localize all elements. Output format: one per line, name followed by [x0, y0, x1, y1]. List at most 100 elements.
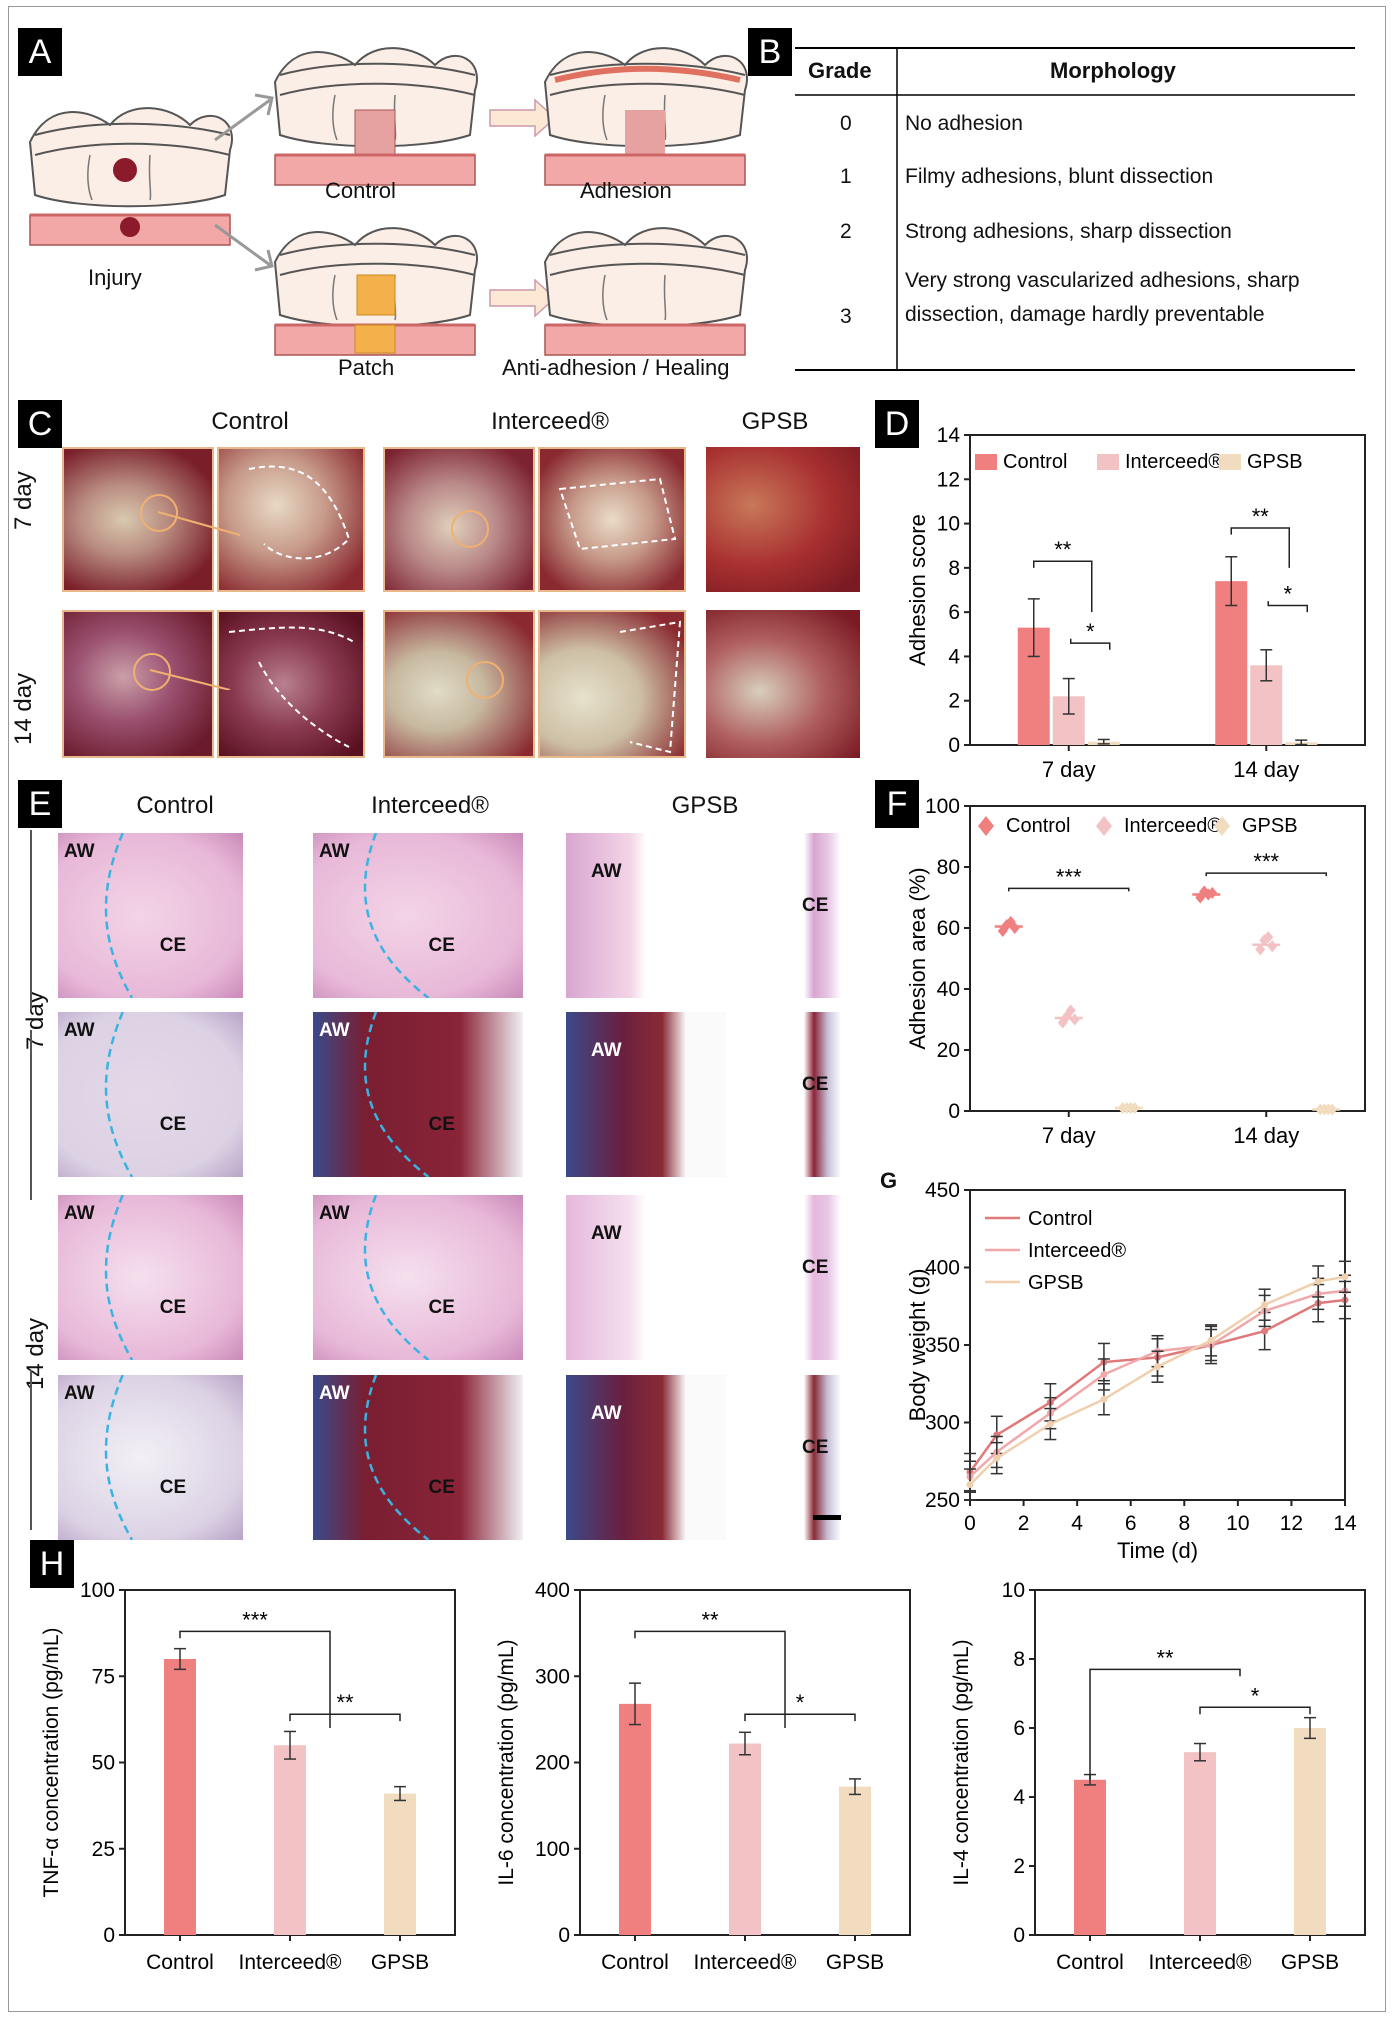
label-ce: CE	[428, 935, 455, 957]
table-text-0: No adhesion	[905, 112, 1023, 135]
figure-frame	[8, 6, 1386, 2012]
x-tick-label: 4	[1071, 1512, 1083, 1535]
sig-h2-bracket	[1199, 1706, 1311, 1715]
y-tick-label: 2	[1013, 1855, 1025, 1878]
photo-interceed-7d-a	[383, 447, 535, 592]
tissue-boundary	[104, 1195, 134, 1360]
series-point	[1100, 1370, 1108, 1378]
series-point	[1261, 1327, 1269, 1335]
x-tick-label: 14 day	[1233, 1123, 1299, 1148]
sig-f-label: ***	[1056, 864, 1082, 889]
bar-0	[619, 1703, 651, 1935]
label-aw: AW	[64, 1203, 95, 1224]
table-grade-2: 2	[840, 220, 852, 243]
sig-d2-bracket	[1267, 601, 1308, 613]
e-row-7day: 7 day	[22, 991, 49, 1050]
y-tick-label: 8	[948, 557, 960, 580]
data-point	[1207, 886, 1218, 899]
x-tick-label: GPSB	[1281, 1951, 1339, 1974]
y-tick-label: 2	[948, 690, 960, 713]
adhesion-gut-icon	[544, 47, 748, 155]
legend-label: Control	[1003, 451, 1067, 473]
series-point	[1207, 1336, 1215, 1344]
legend-label: GPSB	[1242, 815, 1298, 837]
legend-swatch	[975, 454, 997, 470]
sig-f-bracket	[1205, 872, 1327, 877]
sig-h2-bracket	[289, 1713, 401, 1722]
series-line-0	[968, 1298, 1346, 1473]
panel-a-schematic	[28, 47, 748, 357]
y-tick-label: 6	[948, 601, 960, 624]
y-tick-label: 80	[937, 856, 960, 879]
x-tick-label: 10	[1226, 1512, 1249, 1535]
sig-d-label: **	[1054, 537, 1072, 562]
sig-d2-bracket	[1070, 638, 1111, 650]
x-tick-label: 0	[964, 1512, 976, 1535]
y-tick-label: 0	[948, 1100, 960, 1123]
tissue-boundary	[104, 1012, 134, 1177]
legend-swatch	[1219, 454, 1241, 470]
plot-frame	[969, 805, 1366, 1112]
plot-frame	[969, 434, 1366, 746]
series-point	[1261, 1301, 1269, 1309]
legend-label: Interceed®	[1125, 451, 1223, 473]
y-tick-label: 350	[925, 1334, 960, 1357]
y-tick-label: 4	[948, 645, 960, 668]
label-ce: CE	[428, 1297, 455, 1319]
panel-label-g: G	[880, 1168, 898, 1193]
x-tick-label: Interceed®	[693, 1951, 797, 1974]
photo-gpsb-7d	[706, 447, 860, 592]
label-aw: AW	[591, 861, 622, 882]
histology-image-r3-c1	[313, 1375, 523, 1540]
y-tick-label: 40	[937, 978, 960, 1001]
y-tick-label: 250	[925, 1489, 960, 1512]
sig-d2-label: *	[1283, 582, 1292, 607]
bar-2	[1294, 1728, 1326, 1935]
panel-label-f: F	[875, 780, 919, 828]
e-row-separator-lines	[30, 830, 32, 1530]
histology-image-r1-c3	[780, 1012, 848, 1177]
bar-1	[1184, 1752, 1216, 1935]
table-header-grade: Grade	[808, 58, 872, 83]
scale-bar	[813, 1515, 841, 1520]
photo-gpsb-14d	[706, 610, 860, 758]
y-axis-label: IL-4 concentration (pg/mL)	[950, 1639, 973, 1885]
label-adhesion: Adhesion	[580, 178, 672, 203]
label-ce: CE	[159, 1477, 187, 1499]
series-point	[966, 1481, 974, 1488]
histology-image-r0-c3	[780, 833, 848, 998]
y-tick-label: 10	[937, 513, 960, 536]
bar-2	[839, 1786, 871, 1935]
series-point	[1154, 1363, 1161, 1371]
sig-h-label: **	[701, 1607, 719, 1632]
label-aw: AW	[319, 1020, 350, 1041]
e-col-gpsb: GPSB	[671, 792, 739, 819]
legend-label: GPSB	[1028, 1272, 1084, 1294]
tissue-boundary	[104, 1375, 134, 1540]
label-aw: AW	[64, 841, 95, 862]
label-aw: AW	[64, 1383, 95, 1404]
chart-h-il6: 0 100 200 300 400 IL-6 concentration (pg/mL) C…	[495, 1579, 911, 1974]
panel-label-b: B	[748, 28, 792, 76]
label-ce: CE	[428, 1114, 455, 1136]
data-point	[1005, 915, 1016, 928]
sig-d2-label: *	[1086, 619, 1095, 644]
e-col-interceed: Interceed®	[371, 792, 489, 819]
sig-h2-label: **	[336, 1690, 354, 1715]
bar-0	[1074, 1779, 1106, 1935]
histology-image-r2-c2	[566, 1195, 726, 1360]
x-tick-label: Control	[146, 1951, 214, 1974]
x-tick-label: 2	[1018, 1512, 1030, 1535]
table-grade-3: 3	[840, 305, 852, 328]
bar-0	[164, 1659, 196, 1935]
y-tick-label: 60	[937, 917, 960, 940]
histology-image-r0-c2	[566, 833, 726, 998]
y-axis-label: Adhesion area (%)	[905, 867, 930, 1049]
legend-label: Control	[1028, 1208, 1092, 1230]
panel-b-table-lines	[795, 47, 1355, 371]
arrow-down-icon	[214, 223, 274, 272]
photo-control-7d-b	[217, 447, 365, 592]
sig-h-bracket	[179, 1630, 331, 1728]
x-tick-label: Control	[601, 1951, 669, 1974]
table-header-morphology: Morphology	[1050, 58, 1176, 83]
